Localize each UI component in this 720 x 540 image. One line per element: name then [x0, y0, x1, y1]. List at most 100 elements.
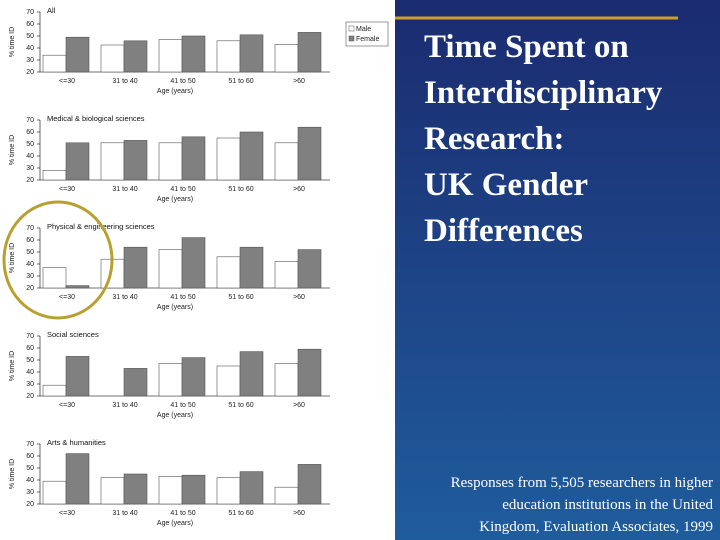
bar [297, 348, 322, 397]
bar [123, 368, 148, 397]
title-line: Time Spent on [424, 29, 629, 65]
x-tick-label: >60 [293, 186, 305, 193]
x-tick-label: 41 to 50 [170, 402, 195, 409]
y-tick-label: 60 [26, 237, 34, 244]
bar [42, 170, 67, 181]
bar [274, 44, 299, 73]
highlight-circle [2, 200, 114, 320]
x-axis-label: Age (years) [157, 304, 193, 311]
y-tick-label: 30 [26, 57, 34, 64]
bar [181, 136, 206, 181]
y-axis-label: % time ID [9, 351, 16, 381]
y-tick-label: 30 [26, 165, 34, 172]
x-tick-label: 41 to 50 [170, 294, 195, 301]
y-tick-label: 60 [26, 21, 34, 28]
bar [123, 140, 148, 181]
chart-title: All [47, 6, 56, 15]
y-tick-label: 30 [26, 489, 34, 496]
bar [42, 54, 67, 73]
chart-title: Medical & biological sciences [47, 114, 145, 123]
y-tick-label: 20 [26, 177, 34, 184]
bar [158, 142, 183, 181]
bar [65, 142, 90, 181]
y-tick-label: 70 [26, 225, 34, 232]
charts: 20 30 40 50 60 70 % time ID All <=30 31 to 40 41 t… [9, 6, 389, 527]
bar [65, 285, 90, 289]
y-tick-label: 70 [26, 9, 34, 16]
y-axis-label: % time ID [9, 27, 16, 57]
y-tick-label: 40 [26, 261, 34, 268]
x-tick-label: <=30 [59, 510, 75, 517]
bar [123, 40, 148, 73]
x-axis-label: Age (years) [157, 196, 193, 203]
x-axis-label: Age (years) [157, 88, 193, 95]
bar [42, 480, 67, 505]
bar [100, 477, 125, 505]
y-tick-label: 60 [26, 345, 34, 352]
x-tick-label: 51 to 60 [228, 402, 253, 409]
x-tick-label: >60 [293, 510, 305, 517]
title-panel [395, 0, 720, 540]
bar [158, 249, 183, 289]
bar [239, 351, 264, 397]
bar [297, 126, 322, 181]
bar [216, 365, 241, 397]
y-tick-label: 40 [26, 477, 34, 484]
bar [158, 476, 183, 505]
bar [42, 384, 67, 397]
y-tick-label: 40 [26, 153, 34, 160]
legend-swatch [348, 35, 355, 42]
x-axis-label: Age (years) [157, 412, 193, 419]
bar [42, 267, 67, 289]
y-tick-label: 50 [26, 249, 34, 256]
x-tick-label: 31 to 40 [112, 186, 137, 193]
x-tick-label: 51 to 60 [228, 186, 253, 193]
y-tick-label: 50 [26, 465, 34, 472]
bar [181, 357, 206, 397]
y-tick-label: 20 [26, 501, 34, 508]
bar [181, 35, 206, 73]
y-tick-label: 20 [26, 285, 34, 292]
x-tick-label: 31 to 40 [112, 78, 137, 85]
bar [274, 363, 299, 397]
bar [100, 142, 125, 181]
legend-label: Female [356, 36, 379, 43]
y-axis-label: % time ID [9, 459, 16, 489]
legend-swatch [348, 25, 355, 32]
y-tick-label: 70 [26, 333, 34, 340]
x-tick-label: <=30 [59, 402, 75, 409]
bar [181, 237, 206, 289]
x-axis-label: Age (years) [157, 520, 193, 527]
title-line: Differences [424, 213, 583, 249]
y-tick-label: 60 [26, 453, 34, 460]
footnote: Responses from 5,505 researchers in high… [451, 475, 714, 535]
bar [216, 40, 241, 73]
bar [216, 477, 241, 505]
bar [123, 473, 148, 505]
y-tick-label: 70 [26, 441, 34, 448]
bar [239, 131, 264, 181]
y-tick-label: 70 [26, 117, 34, 124]
legend-label: Male [356, 26, 371, 33]
chart-title: Arts & humanities [47, 438, 106, 447]
bar [65, 356, 90, 397]
title-line: Interdisciplinary [424, 75, 663, 111]
title-line: UK Gender [424, 167, 588, 203]
x-tick-label: 51 to 60 [228, 510, 253, 517]
x-tick-label: 31 to 40 [112, 510, 137, 517]
bar [274, 486, 299, 505]
x-tick-label: 51 to 60 [228, 78, 253, 85]
bar [239, 471, 264, 505]
bar [239, 246, 264, 289]
y-tick-label: 30 [26, 273, 34, 280]
x-tick-label: 51 to 60 [228, 294, 253, 301]
x-tick-label: <=30 [59, 78, 75, 85]
bar [297, 464, 322, 505]
chart-title: Social sciences [47, 330, 99, 339]
bar [100, 44, 125, 73]
x-tick-label: >60 [293, 294, 305, 301]
bar [216, 256, 241, 289]
bar [216, 137, 241, 181]
